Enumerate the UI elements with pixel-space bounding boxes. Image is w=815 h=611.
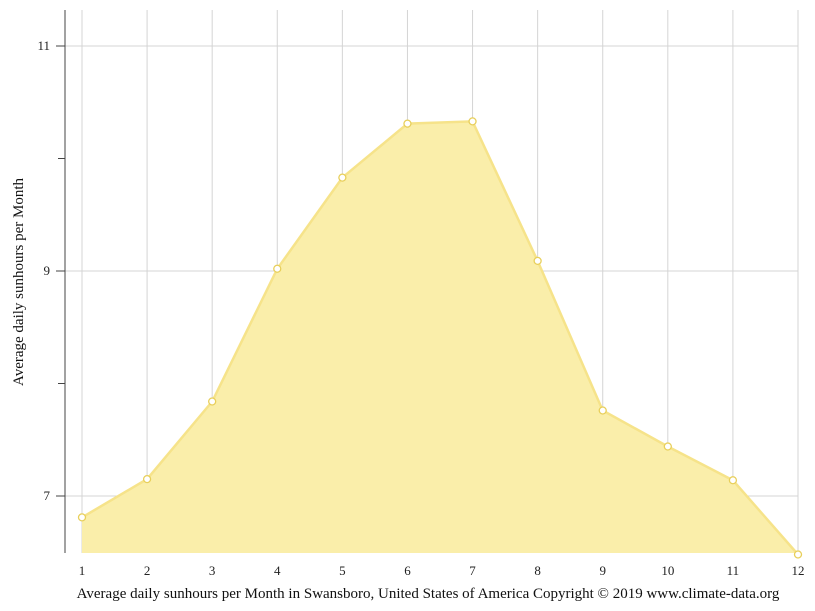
y-tick-label: 11 — [37, 38, 50, 53]
x-tick-label: 11 — [727, 563, 740, 578]
data-point-10 — [663, 442, 672, 451]
x-tick-label: 2 — [144, 563, 151, 578]
data-point-12 — [793, 550, 803, 559]
chart-caption: Average daily sunhours per Month in Swan… — [77, 586, 780, 602]
sunhours-area — [82, 121, 798, 555]
x-tick-label: 3 — [209, 563, 216, 578]
y-tick-label: 9 — [44, 263, 51, 278]
x-axis-ticks: 1 2 3 4 5 6 7 8 9 10 11 12 — [79, 563, 805, 578]
x-tick-label: 1 — [79, 563, 86, 578]
data-point-7 — [468, 117, 477, 126]
data-point-9 — [598, 406, 607, 415]
x-tick-label: 6 — [404, 563, 411, 578]
data-points — [77, 117, 803, 559]
data-point-6 — [403, 119, 412, 128]
data-point-8 — [533, 256, 542, 266]
x-tick-label: 12 — [792, 563, 805, 578]
data-point-5 — [338, 173, 347, 182]
x-tick-label: 8 — [534, 563, 541, 578]
x-tick-label: 5 — [339, 563, 346, 578]
data-point-2 — [142, 474, 152, 484]
data-point-1 — [77, 513, 87, 522]
x-tick-label: 9 — [599, 563, 606, 578]
data-point-3 — [208, 397, 217, 406]
y-axis-ticks: 7 9 11 — [37, 38, 65, 503]
data-point-4 — [273, 264, 282, 273]
x-tick-label: 7 — [469, 563, 476, 578]
data-point-11 — [728, 476, 738, 485]
y-tick-label: 7 — [44, 488, 51, 503]
x-tick-label: 10 — [661, 563, 674, 578]
sunhours-line — [81, 120, 799, 556]
x-tick-label: 4 — [274, 563, 281, 578]
y-axis-title: Average daily sunhours per Month — [11, 178, 27, 387]
